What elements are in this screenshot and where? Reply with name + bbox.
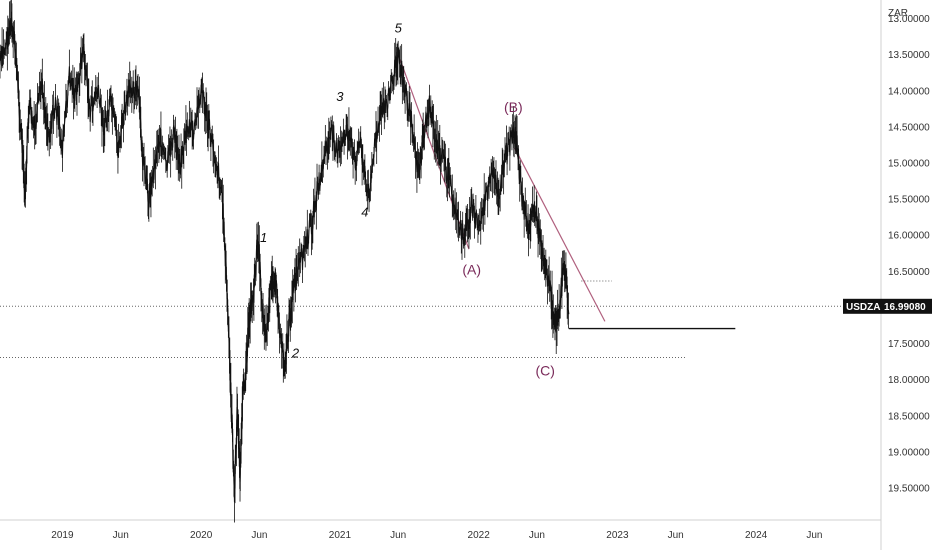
x-tick-label: Jun — [390, 530, 406, 541]
y-tick-label: 15.00000 — [888, 159, 930, 170]
y-tick-label: 13.50000 — [888, 50, 930, 61]
current-price-label: 16.99080 — [884, 302, 926, 313]
y-tick-label: 14.00000 — [888, 86, 930, 97]
y-tick-label: 13.00000 — [888, 14, 930, 25]
x-tick-label: Jun — [529, 530, 545, 541]
current-price-badge: USDZAR 16.99080 — [843, 299, 932, 314]
wave-label: (B) — [504, 99, 523, 115]
x-tick-label: 2024 — [745, 530, 768, 541]
wave-label: (A) — [462, 261, 481, 277]
y-tick-label: 16.00000 — [888, 231, 930, 242]
x-tick-label: Jun — [113, 530, 129, 541]
x-tick-label: 2021 — [329, 530, 352, 541]
wave-label: 1 — [260, 230, 267, 245]
x-tick-label: 2022 — [468, 530, 491, 541]
y-tick-label: 19.00000 — [888, 447, 930, 458]
x-tick-label: Jun — [806, 530, 822, 541]
wave-label: 2 — [291, 346, 300, 361]
x-tick-label: 2019 — [51, 530, 74, 541]
x-tick-label: 2023 — [606, 530, 629, 541]
y-tick-label: 18.00000 — [888, 375, 930, 386]
wave-label: 5 — [395, 21, 403, 36]
y-tick-label: 18.50000 — [888, 411, 930, 422]
y-tick-label: 16.50000 — [888, 267, 930, 278]
x-tick-label: 2020 — [190, 530, 213, 541]
x-tick-label: Jun — [251, 530, 267, 541]
wave-label: 4 — [361, 205, 368, 220]
x-tick-label: Jun — [668, 530, 684, 541]
wave-label: 3 — [336, 89, 344, 104]
y-tick-label: 19.50000 — [888, 484, 930, 495]
y-tick-label: 17.50000 — [888, 339, 930, 350]
y-tick-label: 15.50000 — [888, 195, 930, 206]
wave-label: (C) — [536, 363, 555, 379]
y-tick-label: 14.50000 — [888, 122, 930, 133]
